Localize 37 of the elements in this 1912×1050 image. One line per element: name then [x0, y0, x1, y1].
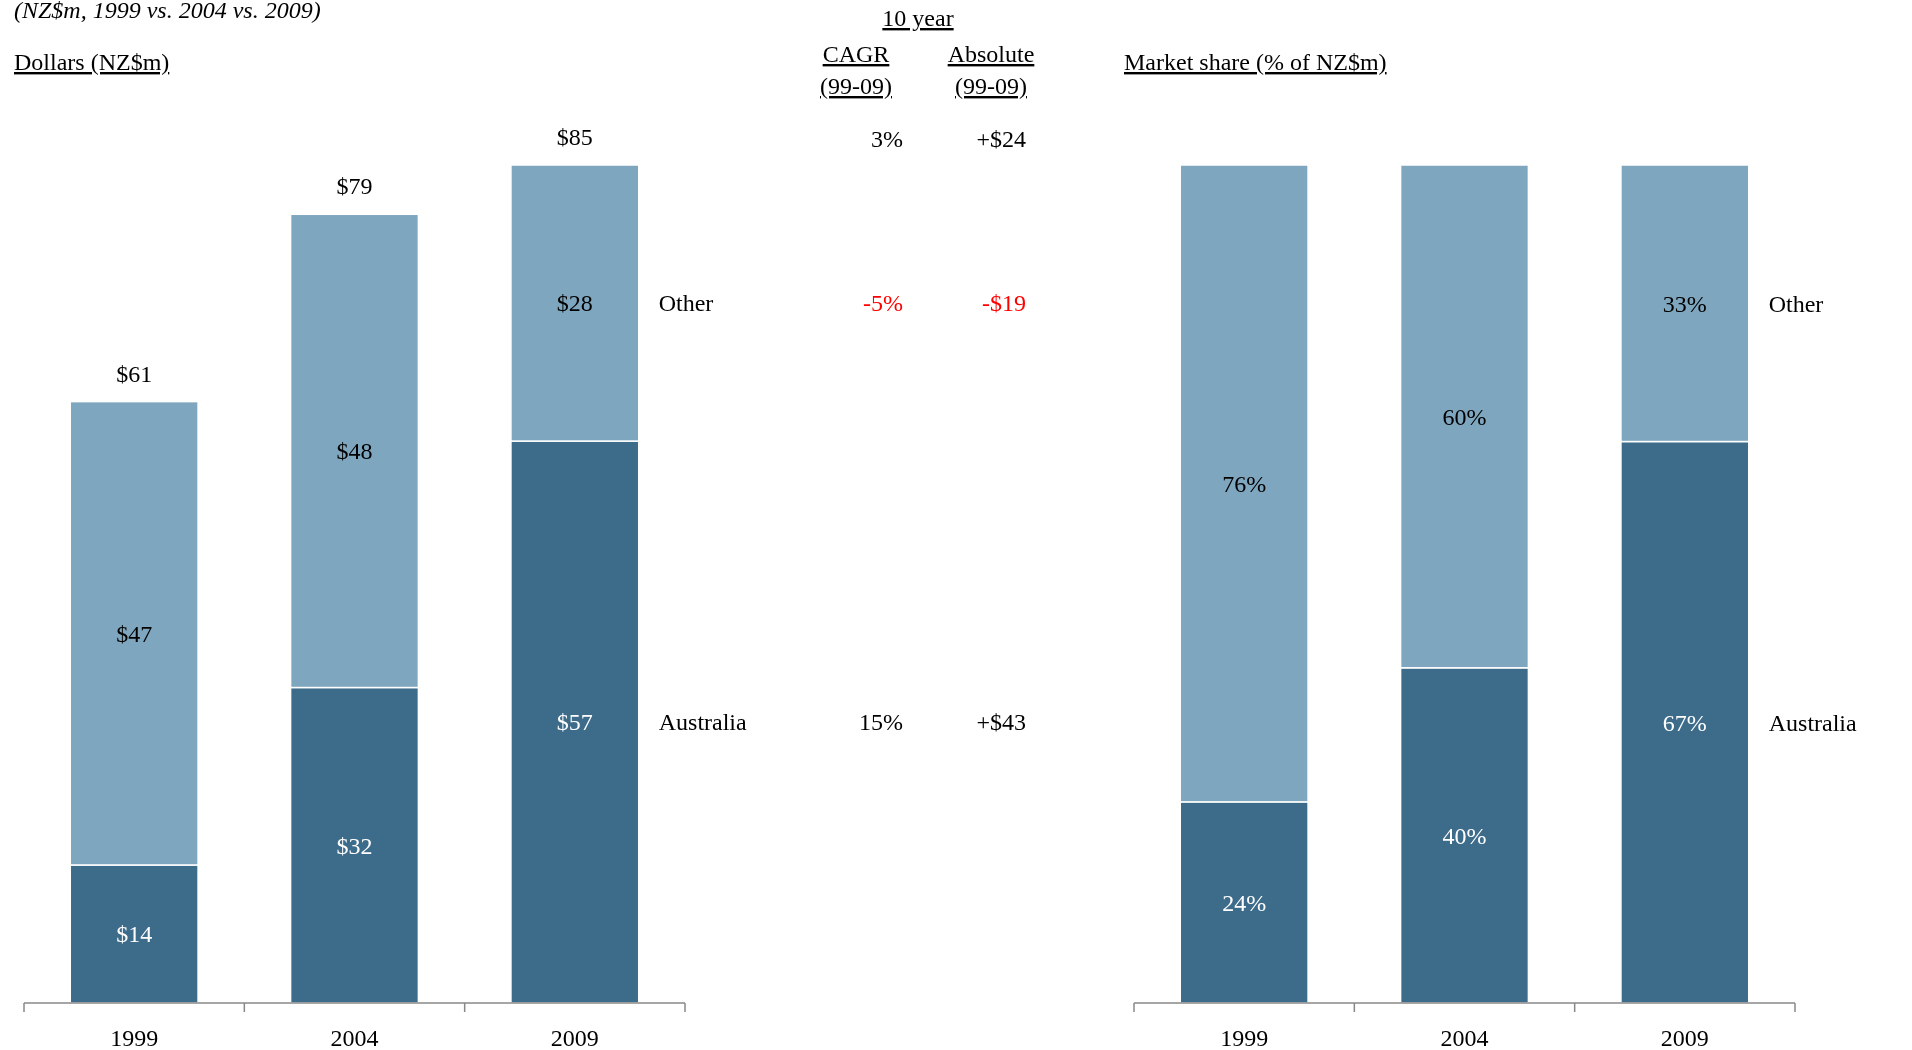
x-tick-label: 2009	[550, 1025, 599, 1050]
series-label: Australia	[658, 709, 748, 736]
text: -5%	[863, 290, 904, 317]
data-label: 76%	[1222, 470, 1267, 497]
x-tick-label: 1999	[110, 1025, 159, 1050]
total-label: $61	[116, 360, 153, 387]
data-label: $47	[116, 620, 153, 647]
series-label: Australia	[1768, 709, 1858, 736]
data-label: $48	[336, 438, 373, 465]
data-label: $57	[556, 709, 593, 736]
text: 15%	[859, 709, 903, 736]
text: 10 year	[882, 5, 954, 31]
data-label: 60%	[1442, 403, 1487, 430]
data-label: $32	[336, 832, 373, 859]
total-label: $85	[556, 124, 593, 150]
data-label: 67%	[1662, 709, 1707, 736]
text: Absolute (99-09)	[947, 41, 1035, 99]
text: CAGR (99-09)	[820, 41, 892, 99]
x-tick-label: 2009	[1660, 1025, 1709, 1050]
text: 3%	[871, 126, 903, 153]
x-tick-label: 2004	[330, 1025, 379, 1050]
text: -$19	[982, 290, 1026, 317]
chart-title: Market share (% of NZ$m)	[1124, 49, 1387, 75]
x-tick-label: 1999	[1220, 1025, 1269, 1050]
data-label: 40%	[1442, 822, 1487, 849]
data-label: 24%	[1222, 889, 1267, 916]
chart-title: Dollars (NZ$m)	[14, 49, 170, 75]
series-label: Other	[1768, 290, 1824, 317]
data-label: 33%	[1662, 290, 1707, 317]
data-label: $14	[116, 921, 153, 948]
text: +$24	[976, 126, 1026, 153]
chart-subtitle: (NZ$m, 1999 vs. 2004 vs. 2009)	[14, 0, 321, 23]
text: +$43	[976, 709, 1026, 736]
x-tick-label: 2004	[1440, 1025, 1489, 1050]
series-label: Other	[658, 290, 714, 317]
total-label: $79	[336, 173, 373, 200]
data-label: $28	[556, 290, 593, 317]
